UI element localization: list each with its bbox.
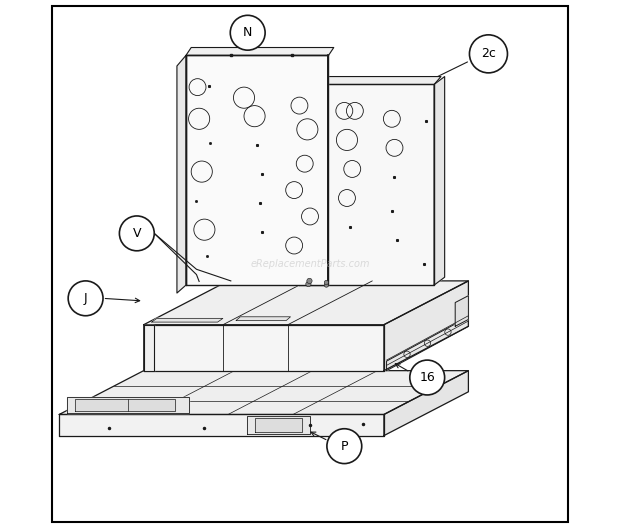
Polygon shape <box>384 371 468 436</box>
Circle shape <box>324 280 329 285</box>
Text: P: P <box>340 440 348 452</box>
Polygon shape <box>299 77 441 84</box>
Polygon shape <box>75 399 175 411</box>
Circle shape <box>68 281 103 316</box>
Circle shape <box>230 15 265 50</box>
Polygon shape <box>247 416 310 434</box>
Polygon shape <box>434 77 445 285</box>
Polygon shape <box>59 414 384 436</box>
Text: N: N <box>243 26 252 39</box>
Polygon shape <box>299 84 434 285</box>
Polygon shape <box>59 371 468 414</box>
Polygon shape <box>455 296 468 326</box>
Polygon shape <box>177 55 186 293</box>
Text: 16: 16 <box>419 371 435 384</box>
Polygon shape <box>386 317 468 371</box>
Polygon shape <box>144 325 384 371</box>
Text: eReplacementParts.com: eReplacementParts.com <box>250 259 370 269</box>
Polygon shape <box>144 325 154 371</box>
Polygon shape <box>67 397 188 413</box>
Circle shape <box>306 281 311 287</box>
Text: J: J <box>84 292 87 305</box>
Circle shape <box>307 278 312 284</box>
Circle shape <box>410 360 445 395</box>
Polygon shape <box>236 317 290 320</box>
Circle shape <box>469 35 508 73</box>
Polygon shape <box>152 318 223 322</box>
Text: V: V <box>133 227 141 240</box>
Polygon shape <box>186 55 329 285</box>
Polygon shape <box>144 281 468 325</box>
Text: 2c: 2c <box>481 48 496 60</box>
Circle shape <box>327 429 361 464</box>
Circle shape <box>324 283 329 287</box>
Polygon shape <box>384 281 468 371</box>
Polygon shape <box>255 418 302 432</box>
Circle shape <box>120 216 154 251</box>
Polygon shape <box>186 48 334 55</box>
